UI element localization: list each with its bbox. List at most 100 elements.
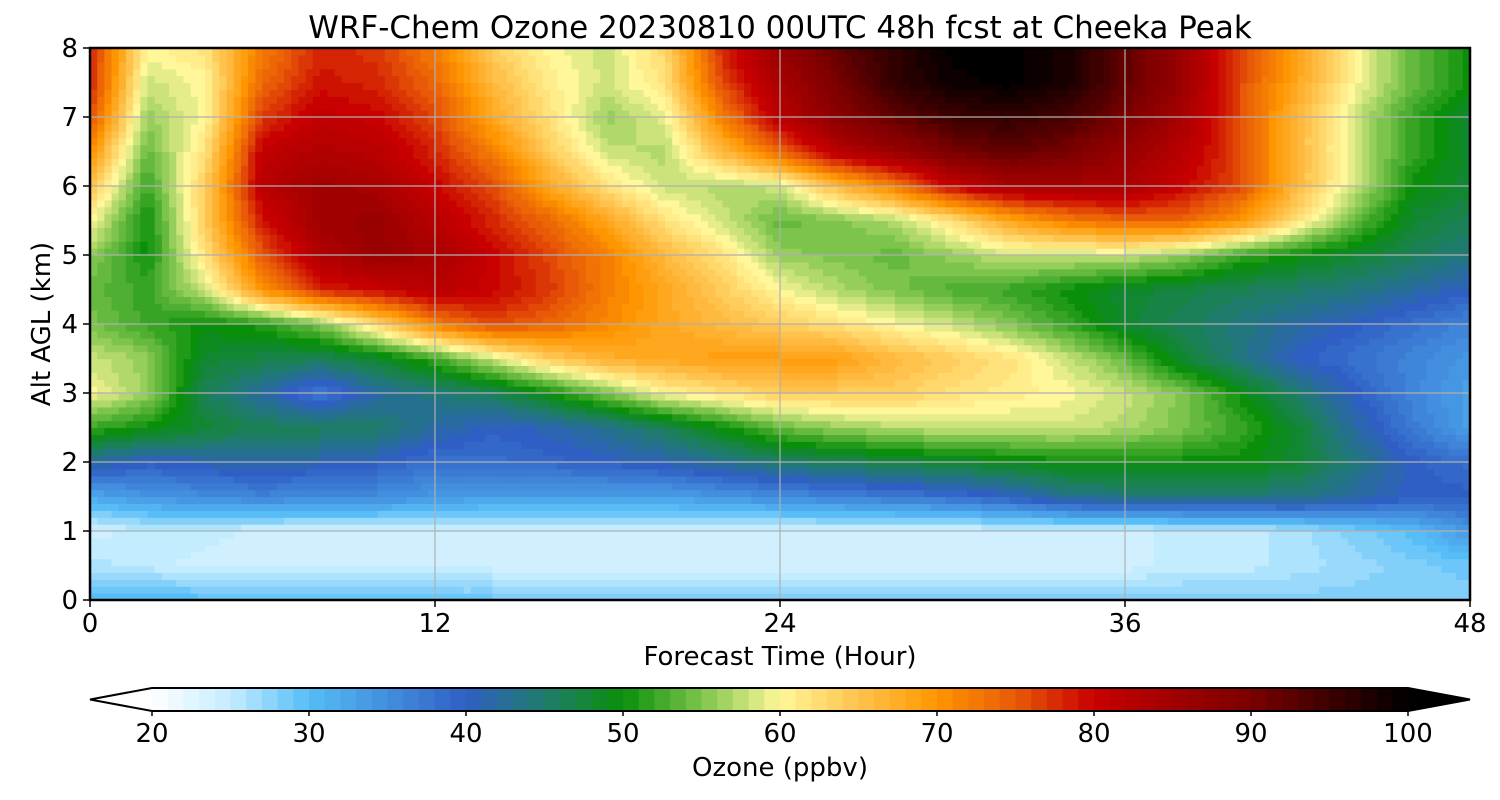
field-cell (629, 551, 637, 560)
field-cell (1275, 586, 1284, 594)
field-cell (190, 475, 199, 484)
field-cell (212, 489, 220, 498)
field-cell (593, 462, 601, 470)
field-cell (600, 579, 609, 587)
field-cell (665, 475, 673, 484)
field-cell (679, 475, 688, 484)
field-cell (636, 510, 645, 518)
field-cell (808, 496, 817, 504)
field-cell (988, 565, 997, 573)
field-cell (614, 579, 623, 587)
field-cell (399, 434, 407, 442)
field-cell (557, 524, 565, 532)
field-cell (269, 531, 278, 539)
field-cell (823, 448, 831, 456)
field-cell (1419, 420, 1428, 429)
field-cell (729, 489, 738, 498)
field-cell (499, 572, 508, 580)
field-cell (1182, 468, 1191, 477)
field-cell (169, 558, 177, 567)
field-cell (377, 455, 386, 463)
field-cell (686, 572, 695, 580)
field-cell (1117, 434, 1126, 442)
field-cell (1268, 496, 1277, 504)
field-cell (686, 489, 695, 498)
field-cell (1189, 503, 1198, 511)
field-cell (1002, 579, 1011, 587)
field-cell (125, 455, 134, 463)
field-cell (1297, 448, 1306, 456)
field-cell (1053, 448, 1061, 456)
field-cell (815, 586, 824, 594)
field-cell (1376, 517, 1385, 525)
field-cell (1204, 586, 1212, 594)
field-cell (571, 510, 580, 518)
field-cell (1132, 441, 1140, 449)
field-cell (1139, 510, 1148, 518)
field-cell (686, 593, 695, 600)
field-cell (614, 496, 623, 504)
field-cell (758, 531, 767, 539)
field-cell (154, 544, 163, 553)
field-cell (607, 517, 616, 525)
field-cell (966, 434, 975, 442)
field-cell (585, 448, 594, 456)
field-cell (679, 579, 688, 587)
field-cell (176, 475, 185, 484)
field-cell (808, 510, 817, 518)
field-cell (1304, 489, 1313, 498)
field-cell (873, 420, 882, 429)
field-cell (880, 537, 889, 546)
field-cell (600, 420, 609, 429)
field-cell (902, 572, 910, 580)
field-cell (442, 531, 450, 539)
field-cell (399, 572, 407, 580)
field-cell (1448, 537, 1457, 546)
field-cell (1398, 468, 1406, 477)
field-cell (399, 565, 407, 573)
field-cell (607, 503, 616, 511)
field-cell (1326, 420, 1335, 429)
field-cell (226, 593, 235, 600)
field-cell (104, 544, 113, 553)
field-cell (830, 475, 839, 484)
field-cell (1060, 544, 1069, 553)
field-cell (1362, 441, 1370, 449)
field-cell (133, 524, 141, 532)
field-cell (1132, 579, 1140, 587)
field-cell (686, 468, 695, 477)
field-cell (1283, 434, 1291, 442)
field-cell (1132, 517, 1140, 525)
field-cell (564, 448, 573, 456)
field-cell (665, 531, 673, 539)
field-cell (643, 455, 652, 463)
field-cell (370, 420, 379, 429)
field-cell (1067, 482, 1076, 491)
field-cell (485, 434, 494, 442)
field-cell (1369, 503, 1378, 511)
field-cell (1125, 517, 1133, 525)
field-cell (291, 593, 300, 600)
field-cell (966, 572, 975, 580)
field-cell (521, 455, 530, 463)
field-cell (1189, 475, 1198, 484)
field-cell (1333, 572, 1342, 580)
field-cell (1311, 427, 1320, 435)
field-cell (1182, 565, 1191, 573)
field-cell (305, 593, 314, 600)
field-cell (161, 531, 170, 539)
field-cell (190, 558, 199, 567)
field-cell (334, 579, 343, 587)
field-cell (355, 482, 364, 491)
field-cell (708, 558, 716, 567)
field-cell (190, 462, 199, 470)
field-cell (607, 455, 616, 463)
field-cell (1247, 579, 1255, 587)
field-cell (1240, 441, 1248, 449)
field-cell (190, 524, 199, 532)
field-cell (873, 517, 882, 525)
field-cell (600, 517, 609, 525)
field-cell (916, 537, 925, 546)
field-cell (988, 448, 997, 456)
field-cell (1182, 503, 1191, 511)
